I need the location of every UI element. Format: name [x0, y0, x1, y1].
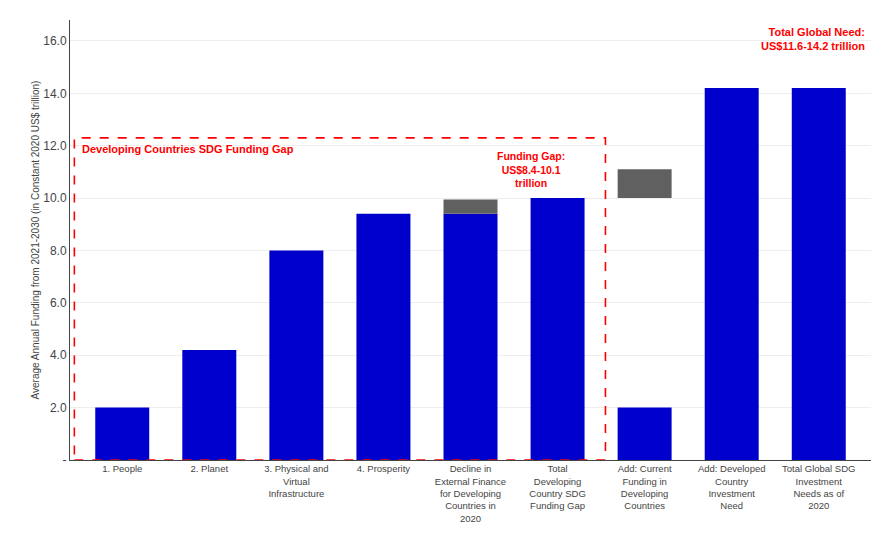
svg-text:6.0: 6.0 — [50, 296, 67, 310]
svg-text:1. People: 1. People — [102, 463, 142, 474]
svg-text:Add: DevelopedCountryInvestmen: Add: DevelopedCountryInvestmentNeed — [698, 463, 766, 511]
svg-text:3. Physical andVirtualInfrastr: 3. Physical andVirtualInfrastructure — [264, 463, 328, 499]
svg-text:Funding Gap:US$8.4-10.1trillio: Funding Gap:US$8.4-10.1trillion — [497, 150, 565, 189]
svg-text:Average Annual Funding from 20: Average Annual Funding from 2021-2030 (i… — [30, 81, 41, 400]
svg-text:Total Global SDGInvestmentNeed: Total Global SDGInvestmentNeeds as of202… — [782, 463, 855, 511]
svg-text:8.0: 8.0 — [50, 244, 67, 258]
svg-text:Total Global Need:US$11.6-14.2: Total Global Need:US$11.6-14.2 trillion — [761, 26, 865, 52]
svg-text:2.0: 2.0 — [50, 401, 67, 415]
svg-text:2. Planet: 2. Planet — [191, 463, 229, 474]
svg-text:10.0: 10.0 — [43, 191, 67, 205]
svg-text:16.0: 16.0 — [43, 34, 67, 48]
svg-text:TotalDevelopingCountry SDGFund: TotalDevelopingCountry SDGFunding Gap — [529, 463, 586, 511]
svg-text:4. Prosperity: 4. Prosperity — [357, 463, 411, 474]
svg-text:12.0: 12.0 — [43, 139, 67, 153]
svg-text:-: - — [63, 453, 67, 467]
svg-text:Developing Countries SDG Fundi: Developing Countries SDG Funding Gap — [82, 143, 294, 155]
svg-text:4.0: 4.0 — [50, 348, 67, 362]
svg-text:Decline inExternal Financefor: Decline inExternal Financefor Developing… — [435, 463, 506, 523]
svg-text:Add: CurrentFunding inDevelopi: Add: CurrentFunding inDevelopingCountrie… — [618, 463, 672, 511]
svg-text:14.0: 14.0 — [43, 87, 67, 101]
